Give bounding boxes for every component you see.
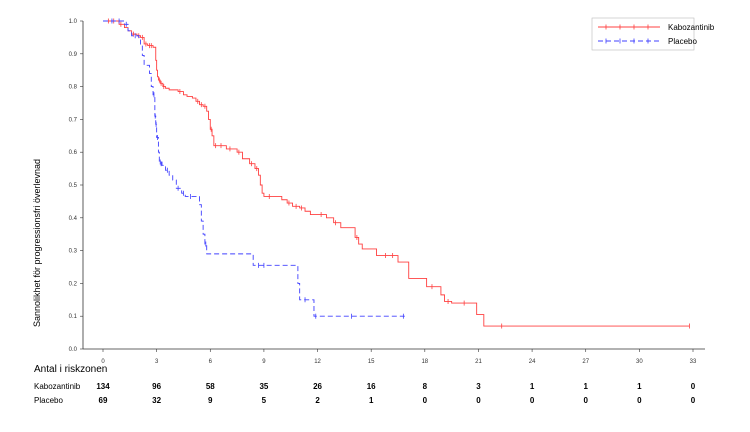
risk-value: 0: [476, 396, 481, 405]
x-tick-label: 6: [209, 359, 213, 365]
risk-value: 3: [476, 382, 481, 391]
x-tick-label: 0: [101, 359, 105, 365]
risk-row-label: Kabozantinib: [34, 382, 81, 391]
risk-value: 2: [315, 396, 320, 405]
risk-value: 0: [423, 396, 428, 405]
x-tick-label: 21: [475, 359, 482, 365]
legend-items: Kabozantinib Placebo: [598, 23, 715, 46]
legend-label-placebo: Placebo: [668, 37, 697, 46]
x-tick-label: 30: [636, 359, 643, 365]
x-tick-label: 33: [690, 359, 697, 365]
risk-value: 1: [369, 396, 374, 405]
y-tick-label: 0.8: [69, 85, 78, 91]
risk-value: 16: [367, 382, 376, 391]
y-tick-label: 0.7: [69, 117, 78, 123]
y-tick-label: 0.2: [69, 281, 78, 287]
y-tick-label: 1.0: [69, 19, 78, 25]
risk-value: 1: [530, 382, 535, 391]
risk-value: 69: [99, 396, 108, 405]
x-tick-label: 3: [155, 359, 159, 365]
x-tick-label: 9: [262, 359, 266, 365]
x-tick-label: 15: [368, 359, 375, 365]
risk-value: 58: [206, 382, 215, 391]
risk-value: 134: [96, 382, 110, 391]
risk-value: 0: [637, 396, 642, 405]
risk-value: 0: [530, 396, 535, 405]
x-tick-label: 27: [582, 359, 589, 365]
y-tick-label: 0.4: [69, 216, 78, 222]
x-tick-label: 12: [314, 359, 321, 365]
series-line-kabozantinib: [103, 20, 690, 327]
risk-value: 0: [691, 396, 696, 405]
legend-label-kabozantinib: Kabozantinib: [668, 23, 715, 32]
y-tick-label: 0.9: [69, 52, 78, 58]
y-tick-label: 0.5: [69, 183, 78, 189]
legend: Kabozantinib Placebo: [591, 17, 715, 51]
legend-frame: [591, 17, 695, 51]
axes: [82, 21, 705, 350]
series-line-placebo: [103, 20, 406, 317]
risk-value: 5: [262, 396, 267, 405]
y-tick-label: 0.3: [69, 249, 78, 255]
x-tick-label: 24: [529, 359, 536, 365]
y-axis-label: Sannolikhet för progressionsfri överlevn…: [32, 159, 42, 327]
risk-table: Antal i riskzonen Kabozantinib 134 96 58 35 2…: [34, 364, 696, 405]
y-tick-label: 0.1: [69, 314, 78, 320]
risk-value: 26: [313, 382, 322, 391]
risk-value: 0: [584, 396, 589, 405]
risk-value: 1: [637, 382, 642, 391]
y-ticks: 0.0 0.1 0.2 0.3 0.4 0.5 0.6 0.7 0.8 0.9 1.0: [69, 19, 83, 353]
risk-value: 96: [152, 382, 161, 391]
risk-value: 9: [208, 396, 213, 405]
risk-value: 32: [152, 396, 161, 405]
risk-row-label: Placebo: [34, 396, 63, 405]
risk-value: 0: [691, 382, 696, 391]
y-tick-label: 0.6: [69, 150, 78, 156]
risk-rows: Kabozantinib 134 96 58 35 26 16 8 3 1 1 1 0 Placebo 69…: [34, 382, 696, 405]
risk-value: 35: [259, 382, 268, 391]
risk-value: 8: [423, 382, 428, 391]
y-tick-label: 0.0: [69, 347, 78, 353]
series-layer: [103, 18, 690, 329]
risk-value: 1: [584, 382, 589, 391]
x-tick-label: 18: [421, 359, 428, 365]
risk-table-title: Antal i riskzonen: [34, 364, 107, 375]
x-ticks: 0 3 6 9 12 15 18 21 24 27 30 33: [101, 349, 697, 365]
